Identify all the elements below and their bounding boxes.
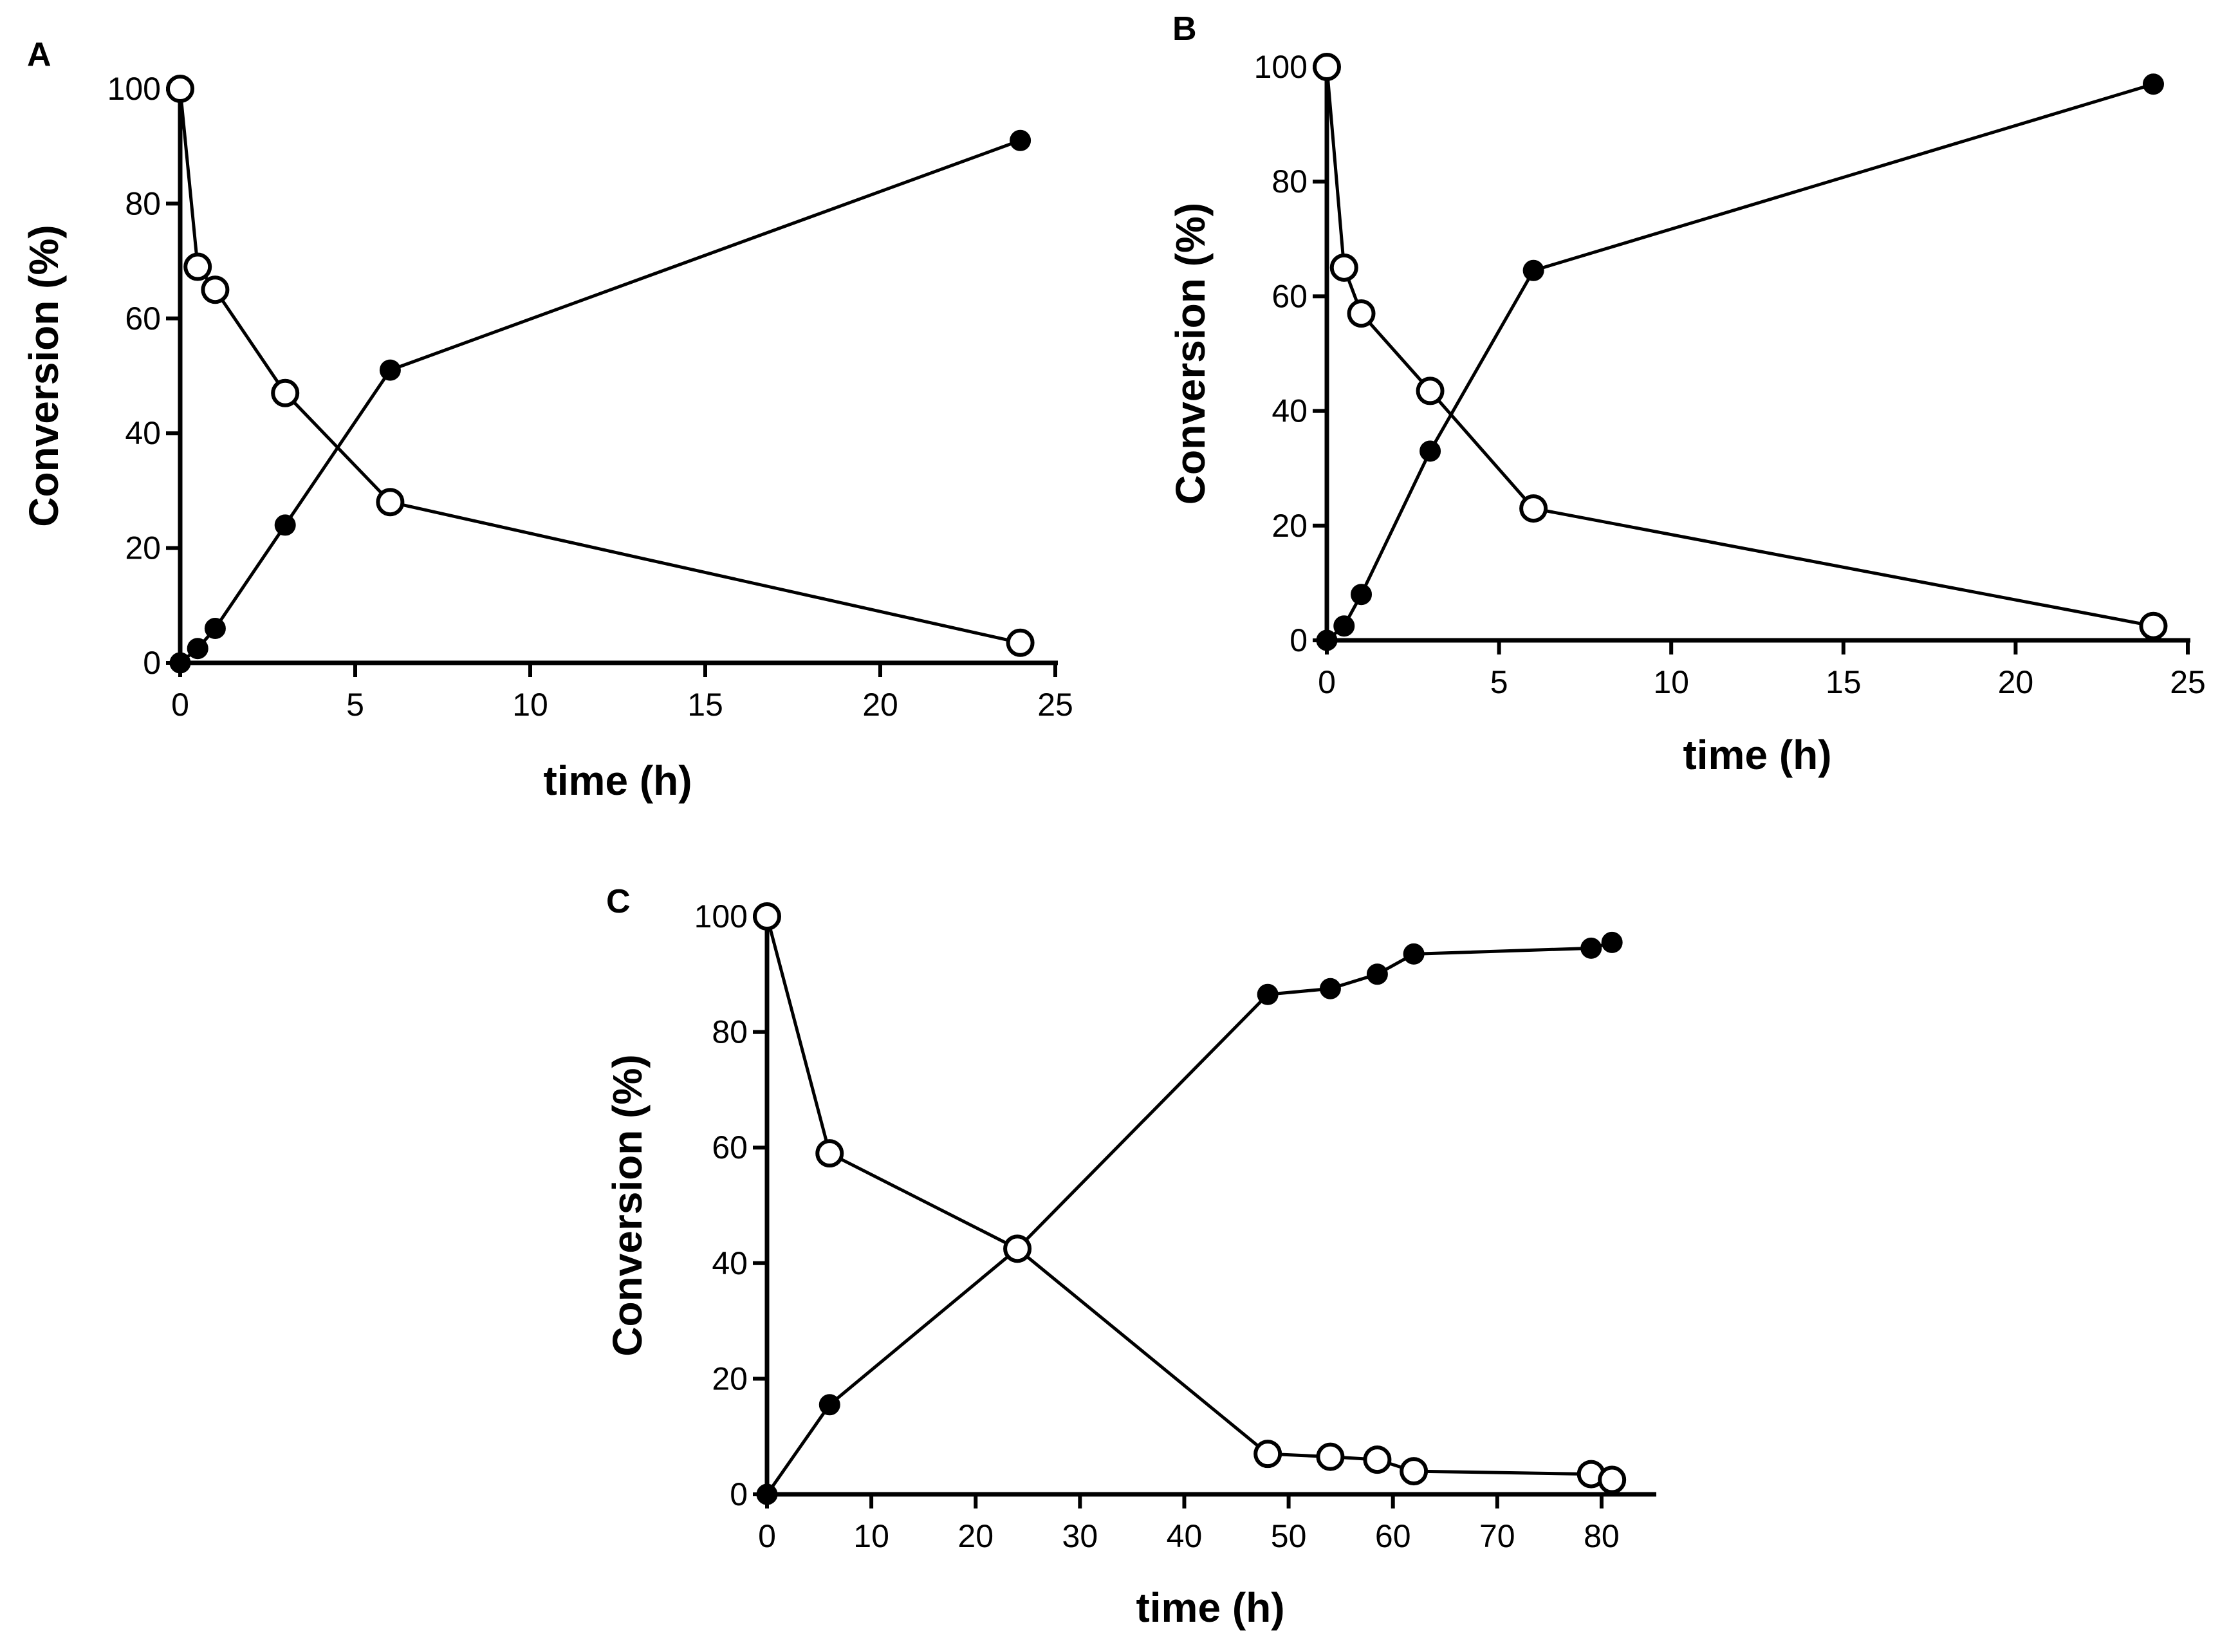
y-tick-label: 60 <box>712 1129 748 1165</box>
y-tick-label: 0 <box>1290 622 1308 658</box>
x-tick-label: 15 <box>687 687 723 723</box>
data-point-filled <box>274 514 296 536</box>
data-point-filled <box>1601 931 1623 953</box>
y-tick-label: 0 <box>730 1476 748 1512</box>
y-tick-label: 20 <box>1272 508 1308 544</box>
y-axis-label: Conversion (%) <box>21 225 67 526</box>
x-tick-label: 5 <box>1490 664 1508 700</box>
data-point-open <box>1316 1442 1345 1471</box>
x-tick-label: 0 <box>171 687 189 723</box>
y-tick-label: 80 <box>712 1014 748 1050</box>
y-tick-label: 60 <box>125 301 161 337</box>
y-tick-label: 80 <box>125 185 161 221</box>
data-point-open <box>1363 1445 1392 1474</box>
data-point-open <box>166 75 194 103</box>
data-point-open <box>1598 1465 1627 1494</box>
data-point-filled <box>1580 937 1602 959</box>
x-axis-label: time (h) <box>1136 1584 1284 1631</box>
data-point-open <box>183 252 212 281</box>
x-tick-label: 5 <box>346 687 364 723</box>
y-tick-label: 60 <box>1272 278 1308 314</box>
x-tick-label: 25 <box>1037 687 1073 723</box>
panel-letter: B <box>1172 10 1197 48</box>
panel-letter: A <box>27 36 51 73</box>
data-point-filled <box>187 638 208 660</box>
y-tick-label: 0 <box>143 645 161 681</box>
x-tick-label: 10 <box>512 687 548 723</box>
data-point-open <box>1313 53 1341 81</box>
x-tick-label: 0 <box>1318 664 1336 700</box>
data-point-filled <box>1420 440 1441 462</box>
y-tick-label: 100 <box>694 898 748 934</box>
data-point-filled <box>1366 963 1388 985</box>
y-tick-label: 40 <box>1272 393 1308 429</box>
data-point-filled <box>1257 983 1279 1005</box>
data-point-open <box>1416 376 1445 405</box>
x-tick-label: 70 <box>1479 1518 1515 1554</box>
data-point-filled <box>1316 629 1338 651</box>
x-tick-label: 20 <box>957 1518 994 1554</box>
x-tick-label: 60 <box>1375 1518 1411 1554</box>
data-point-open <box>271 378 300 407</box>
x-tick-label: 0 <box>758 1518 776 1554</box>
x-tick-label: 20 <box>1998 664 2034 700</box>
data-point-open <box>753 902 781 931</box>
x-axis-label: time (h) <box>543 757 692 804</box>
data-point-open <box>1347 299 1376 328</box>
x-tick-label: 25 <box>2170 664 2206 700</box>
chart-panel-b: 0 20 40 60 80 100 0 5 10 15 20 25 time (h) Conversion… <box>1167 10 2206 778</box>
data-point-filled <box>1522 259 1544 281</box>
y-tick-label: 40 <box>712 1245 748 1281</box>
x-tick-label: 20 <box>862 687 898 723</box>
data-point-open <box>2139 611 2168 640</box>
data-point-open <box>815 1139 844 1168</box>
series-line-2 <box>1325 66 2154 628</box>
x-tick-label: 10 <box>853 1518 889 1554</box>
x-tick-label: 15 <box>1826 664 1862 700</box>
panel-letter: C <box>606 883 631 920</box>
x-tick-label: 50 <box>1271 1518 1307 1554</box>
y-tick-label: 20 <box>712 1360 748 1397</box>
y-axis-label: Conversion (%) <box>1167 203 1214 505</box>
y-tick-label: 40 <box>125 415 161 451</box>
y-tick-label: 100 <box>107 71 161 107</box>
data-point-filled <box>756 1483 778 1505</box>
data-point-open <box>1519 494 1548 523</box>
x-tick-label: 30 <box>1062 1518 1098 1554</box>
data-point-filled <box>2142 73 2164 95</box>
y-tick-label: 100 <box>1254 49 1308 85</box>
y-tick-label: 20 <box>125 530 161 566</box>
series-line-1 <box>765 941 1613 1496</box>
x-tick-label: 10 <box>1653 664 1689 700</box>
data-point-open <box>201 275 230 304</box>
data-point-open <box>1253 1440 1282 1469</box>
chart-panel-a: 0 20 40 60 80 100 0 5 10 15 20 25 time (h) Conversion… <box>21 36 1073 804</box>
data-point-filled <box>379 359 401 381</box>
data-point-filled <box>818 1394 840 1416</box>
data-point-filled <box>1403 943 1425 965</box>
data-point-filled <box>169 652 191 674</box>
data-point-open <box>376 488 405 517</box>
y-axis-label: Conversion (%) <box>604 1054 651 1356</box>
data-point-open <box>1400 1457 1429 1486</box>
series-line-1 <box>179 138 1021 664</box>
x-tick-label: 80 <box>1584 1518 1620 1554</box>
x-axis-label: time (h) <box>1683 732 1831 778</box>
data-point-filled <box>1319 978 1341 999</box>
data-point-filled <box>1333 615 1355 637</box>
data-point-filled <box>1010 129 1031 151</box>
data-point-open <box>1003 1234 1032 1263</box>
data-point-open <box>1006 628 1035 657</box>
series-line-1 <box>1326 82 2154 642</box>
x-tick-label: 40 <box>1167 1518 1203 1554</box>
chart-panel-c: 0 20 40 60 80 100 0 10 20 30 40 50 60 70 80 time (h) Con… <box>604 883 1656 1631</box>
data-point-filled <box>1351 584 1373 606</box>
y-tick-label: 80 <box>1272 163 1308 200</box>
series-line-2 <box>178 88 1021 645</box>
data-point-open <box>1329 253 1358 282</box>
data-point-filled <box>204 617 226 639</box>
series-line-2 <box>765 916 1613 1481</box>
